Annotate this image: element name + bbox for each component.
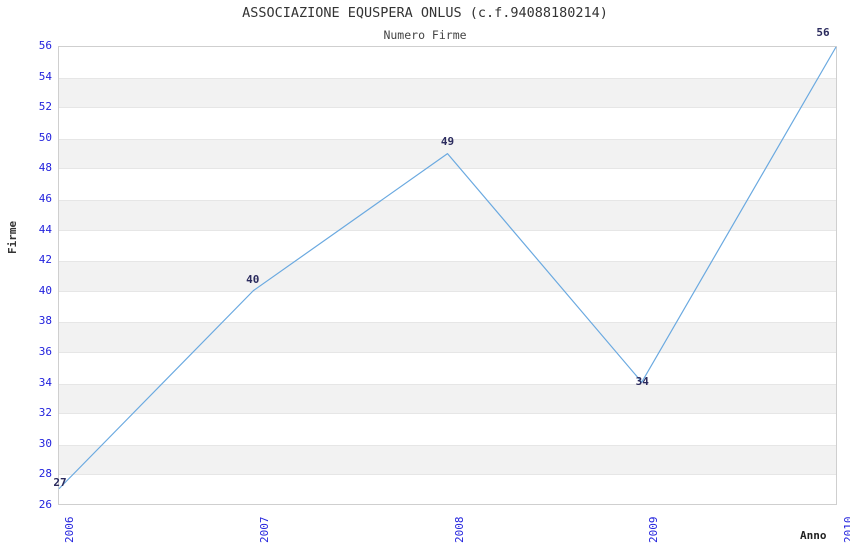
line-path [58,46,837,490]
x-tick-label: 2006 [63,516,76,544]
y-tick-label: 38 [38,314,52,328]
y-tick-label: 50 [38,130,52,144]
grid-band [59,383,836,415]
chart-subtitle: Numero Firme [383,28,467,42]
y-tick-label: 32 [38,406,52,420]
x-tick-label: 2010 [842,516,850,544]
chart-title: ASSOCIAZIONE EQUSPERA ONLUS (c.f.9408818… [242,5,608,21]
x-tick-label: 2009 [647,516,661,544]
grid-band [59,261,836,292]
y-tick-label: 26 [38,498,52,511]
data-point-label: 56 [816,26,830,39]
plot-area [58,46,837,505]
y-tick-label: 34 [38,375,52,389]
grid-band [59,77,836,109]
x-axis-tick-labels: 2006 2007 2008 2009 2010 [58,505,850,550]
y-axis-tick-labels: 26 28 30 32 34 36 38 40 42 44 46 48 50 52 54 56 [0,39,52,511]
y-tick-label: 46 [38,192,52,205]
grid-band [59,444,836,476]
line-series-svg [58,46,837,490]
data-point-label: 40 [246,272,260,286]
y-tick-label: 30 [38,436,52,450]
y-tick-label: 40 [38,283,52,297]
y-tick-label: 44 [38,222,52,236]
data-point-label: 27 [53,475,67,489]
grid-band [59,322,836,353]
x-tick-label: 2007 [257,516,271,544]
y-tick-label: 28 [38,467,52,481]
y-tick-label: 56 [38,39,52,52]
y-tick-label: 36 [38,345,52,358]
data-point-label: 49 [440,135,455,149]
data-point-label: 34 [635,374,649,388]
x-tick-label: 2008 [452,516,466,544]
grid-band [59,200,836,231]
x-axis-title: Anno [800,529,827,542]
y-tick-label: 48 [38,161,52,175]
y-tick-label: 42 [38,253,52,267]
y-tick-label: 52 [38,100,52,114]
y-tick-label: 54 [38,69,52,83]
